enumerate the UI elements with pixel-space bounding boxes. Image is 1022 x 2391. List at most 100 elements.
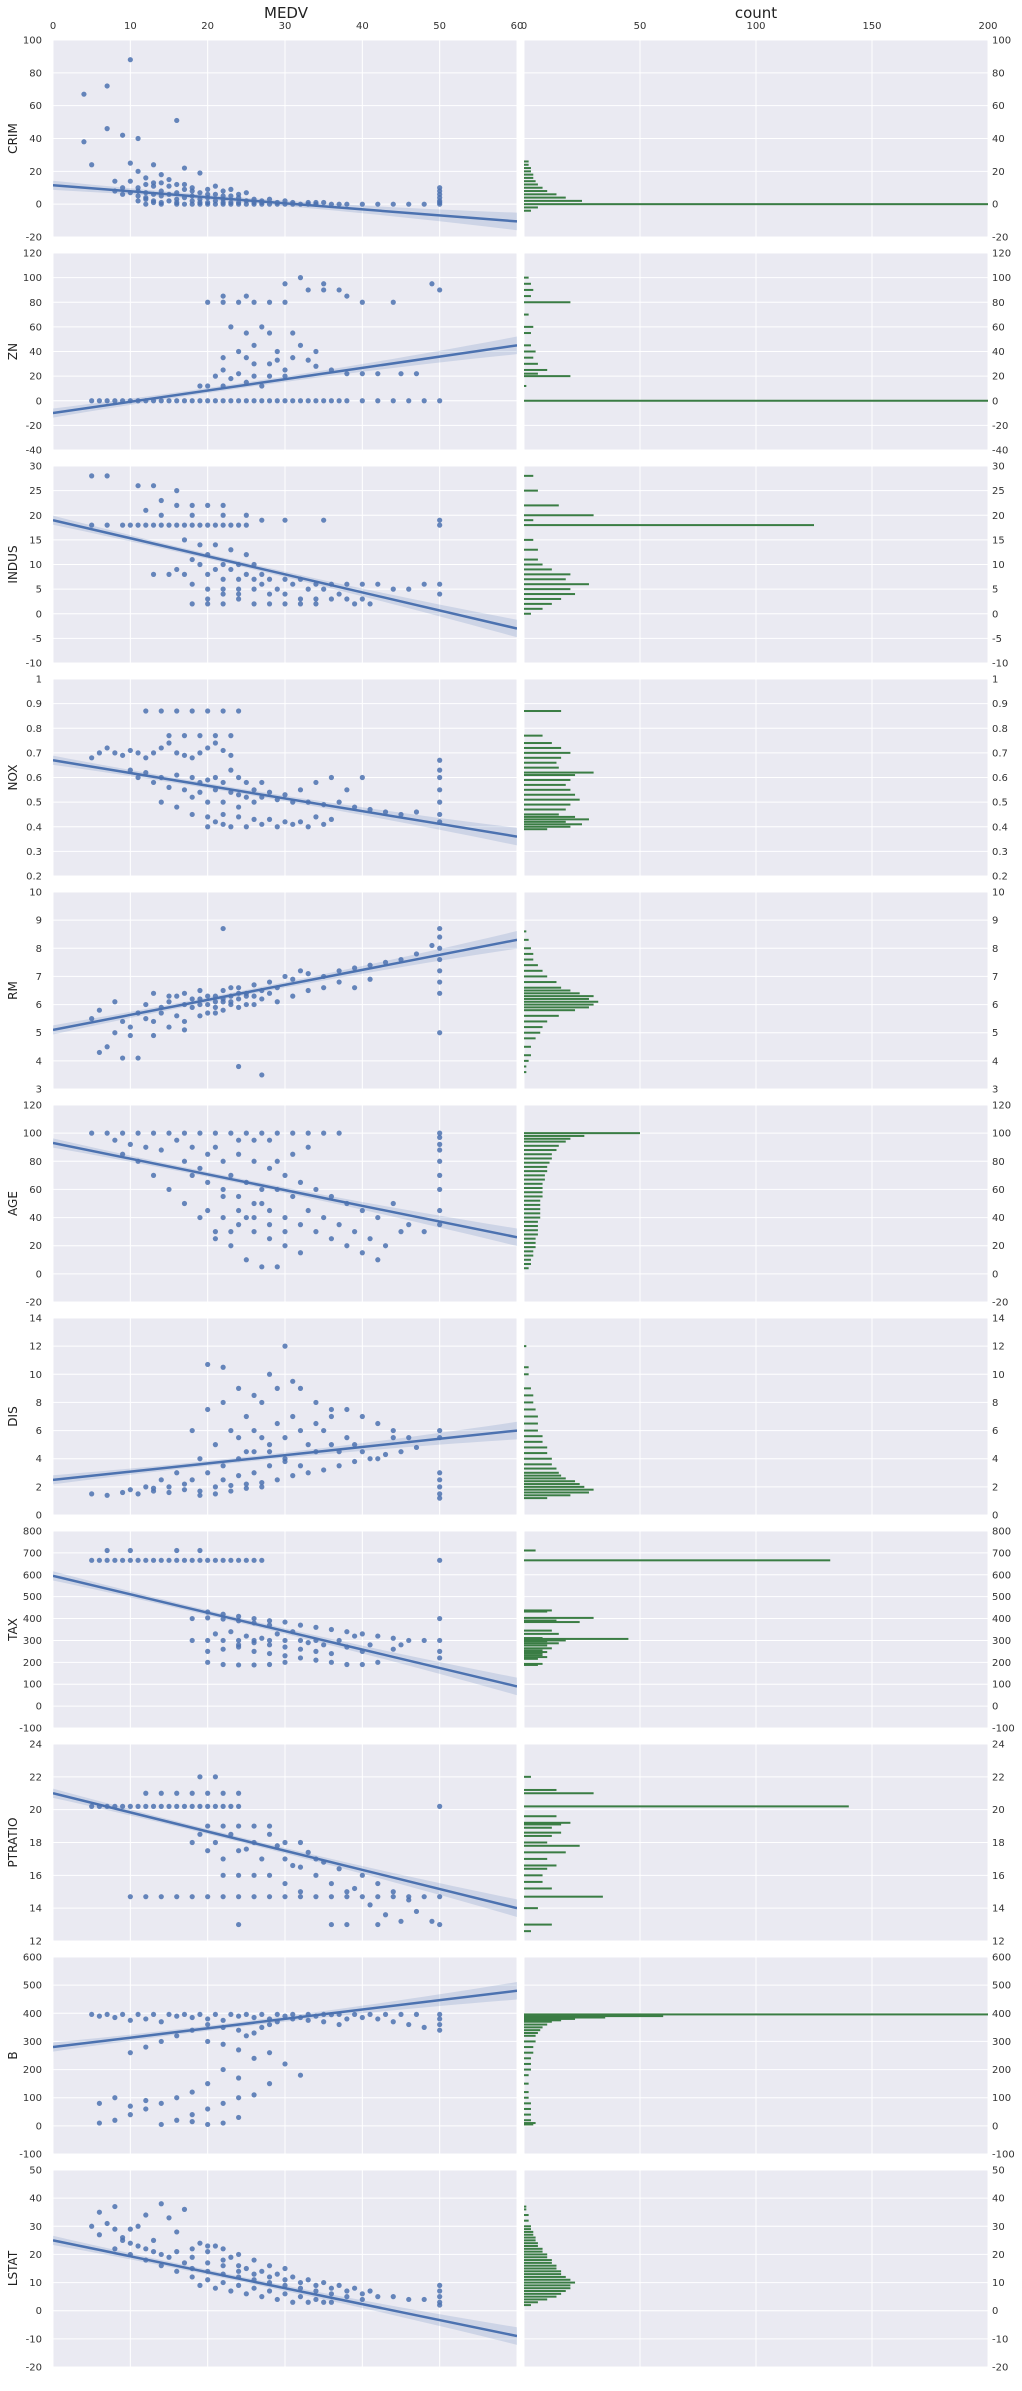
y-tick-label: 300 (23, 2037, 42, 2048)
scatter-point (282, 601, 288, 607)
scatter-point (297, 342, 304, 348)
scatter-point (189, 581, 195, 587)
scatter-point (181, 1018, 188, 1025)
histogram-bar (524, 313, 529, 316)
histogram-bar (524, 2026, 543, 2029)
scatter-point (259, 1264, 265, 1270)
histogram-bar (524, 774, 576, 777)
scatter-point (112, 2117, 118, 2123)
histogram-bar (524, 1467, 557, 1470)
histogram-bar (524, 2236, 536, 2239)
scatter-point (259, 2294, 265, 2300)
scatter-point (437, 591, 443, 597)
y-tick-label: 40 (29, 347, 42, 358)
scatter-point (437, 517, 443, 523)
scatter-point (413, 1908, 420, 1915)
scatter-point (437, 1427, 443, 1434)
histogram-bar (524, 1907, 538, 1910)
scatter-point (205, 1803, 211, 1809)
scatter-point (243, 1001, 249, 1008)
scatter-point (305, 971, 311, 977)
histogram-bar (524, 1137, 571, 1140)
histogram-bar (524, 563, 543, 566)
scatter-point (243, 2011, 249, 2018)
scatter-point (274, 2271, 280, 2277)
histogram-bar (524, 1191, 543, 1194)
scatter-point (236, 1222, 242, 1228)
scatter-point (282, 1839, 288, 1846)
scatter-point (112, 398, 118, 404)
scatter-point (197, 383, 203, 389)
scatter-point (437, 581, 443, 587)
scatter-point (212, 774, 218, 781)
histogram-bars (524, 2205, 576, 2307)
scatter-point (220, 522, 226, 528)
scatter-point (158, 2201, 164, 2207)
histogram-bar (524, 992, 580, 995)
histogram-bar (524, 1652, 543, 1655)
y-tick-label-right: 600 (992, 1570, 1011, 1581)
scatter-point (150, 199, 157, 206)
scatter-point (352, 601, 358, 607)
scatter-point (282, 2265, 288, 2272)
scatter-point (266, 1831, 273, 1837)
scatter-point (328, 1413, 334, 1420)
scatter-point (181, 1803, 188, 1809)
scatter-point (150, 1172, 157, 1178)
histogram-bar (524, 1422, 538, 1425)
scatter-point (282, 1435, 288, 1441)
scatter-point (437, 757, 443, 763)
y-tick-label: 30 (29, 462, 42, 473)
scatter-point (321, 985, 327, 991)
y-tick-label-right: 40 (992, 1213, 1005, 1224)
scatter-point (290, 1862, 296, 1869)
scatter-point (181, 1200, 188, 1207)
regression-line (53, 2239, 517, 2338)
scatter-point (243, 512, 249, 518)
y-tick-label: 1 (36, 675, 42, 686)
histogram-bar (524, 1474, 562, 1477)
histogram-bar (524, 1494, 571, 1497)
scatter-point (266, 1463, 273, 1469)
histogram-bar (524, 1153, 552, 1156)
scatter-point (297, 1839, 304, 1846)
scatter-point (220, 188, 226, 194)
y-tick-label: 10 (29, 560, 42, 571)
y-tick-label-right: 400 (992, 2009, 1011, 2020)
scatter-point (127, 1803, 133, 1809)
scatter-point (437, 1921, 443, 1928)
y-tick-label-right: 4 (992, 1056, 998, 1067)
histogram-bar (524, 170, 531, 173)
scatter-point (205, 586, 211, 592)
scatter-point (266, 1442, 273, 1448)
scatter-point (336, 799, 342, 805)
histogram-bar (524, 1246, 536, 1249)
histogram-bar (524, 815, 576, 818)
y-tick-label: 80 (29, 298, 42, 309)
scatter-point (197, 170, 203, 176)
scatter-point (220, 1463, 226, 1469)
scatter-point (321, 821, 327, 827)
scatter-point (96, 750, 102, 756)
histogram-bar (524, 771, 594, 774)
scatter-point (437, 1186, 443, 1193)
scatter-point (236, 371, 242, 377)
scatter-point (282, 299, 288, 305)
scatter-point (344, 1889, 350, 1895)
scatter-point (228, 547, 234, 553)
y-tick-label: 2 (36, 1482, 42, 1493)
histogram-bar (524, 1621, 580, 1624)
scatter-point (89, 522, 95, 528)
y-tick-label: 100 (23, 36, 42, 47)
y-tick-label-right: 16 (992, 1871, 1005, 1882)
y-tick-label: 100 (23, 273, 42, 284)
histogram-bar (524, 176, 534, 179)
scatter-point (181, 186, 188, 192)
scatter-point (243, 1413, 249, 1420)
scatter-point (197, 542, 203, 548)
scatter-point (375, 2294, 381, 2300)
scatter-point (143, 1803, 149, 1809)
scatter-point (266, 979, 273, 985)
scatter-point (274, 357, 280, 363)
scatter-point (390, 1635, 396, 1641)
